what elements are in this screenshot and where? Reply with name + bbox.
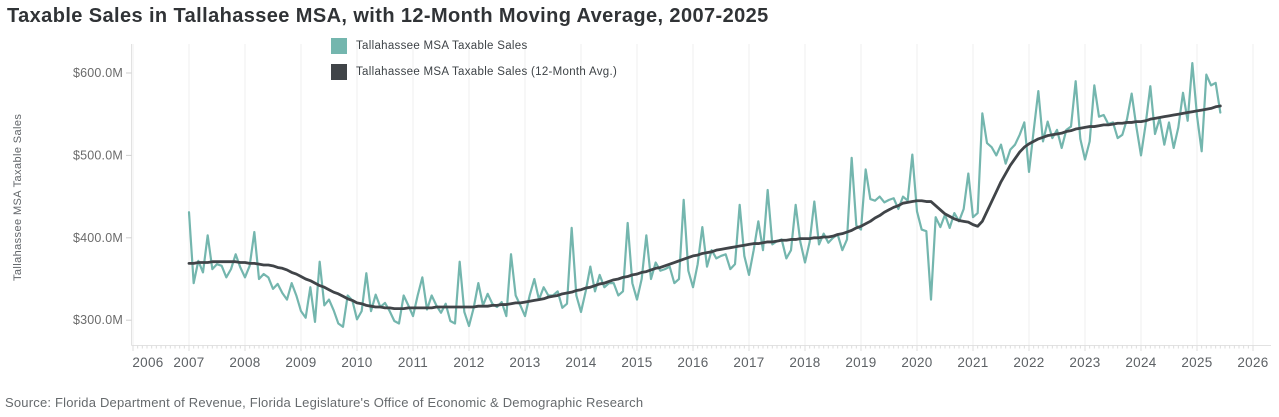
svg-text:$500.0M: $500.0M [73, 148, 123, 162]
y-axis-title: Tallahassee MSA Taxable Sales [12, 113, 24, 281]
svg-text:2009: 2009 [285, 355, 316, 370]
legend-label-sales: Tallahassee MSA Taxable Sales [356, 39, 528, 52]
svg-text:2007: 2007 [173, 355, 204, 370]
legend-item-sales: Tallahassee MSA Taxable Sales [331, 37, 617, 54]
svg-text:2024: 2024 [1125, 355, 1156, 370]
chart-title: Taxable Sales in Tallahassee MSA, with 1… [7, 5, 769, 27]
svg-text:2010: 2010 [341, 355, 372, 370]
svg-text:2006: 2006 [132, 355, 163, 370]
svg-text:2020: 2020 [901, 355, 932, 370]
svg-text:2019: 2019 [845, 355, 876, 370]
svg-text:2018: 2018 [789, 355, 820, 370]
svg-text:2023: 2023 [1069, 355, 1100, 370]
svg-text:2012: 2012 [453, 355, 484, 370]
legend: Tallahassee MSA Taxable Sales Tallahasse… [331, 37, 617, 80]
svg-text:$400.0M: $400.0M [73, 231, 123, 245]
legend-item-moving-avg: Tallahassee MSA Taxable Sales (12-Month … [331, 63, 617, 80]
svg-text:2008: 2008 [229, 355, 260, 370]
svg-text:2014: 2014 [565, 355, 596, 370]
svg-text:2022: 2022 [1013, 355, 1044, 370]
svg-text:2011: 2011 [398, 355, 428, 370]
svg-text:2017: 2017 [733, 355, 764, 370]
svg-text:2015: 2015 [621, 355, 652, 370]
svg-text:2016: 2016 [677, 355, 708, 370]
legend-label-moving-avg: Tallahassee MSA Taxable Sales (12-Month … [356, 65, 618, 78]
svg-text:$600.0M: $600.0M [73, 66, 123, 80]
svg-text:$300.0M: $300.0M [73, 313, 123, 327]
source-note: Source: Florida Department of Revenue, F… [5, 395, 644, 410]
svg-text:2013: 2013 [509, 355, 540, 370]
sales-series-swatch-icon [331, 37, 347, 54]
moving-avg-series-swatch-icon [331, 63, 347, 80]
svg-text:2025: 2025 [1181, 355, 1212, 370]
svg-text:2026: 2026 [1237, 355, 1268, 370]
svg-text:2021: 2021 [957, 355, 988, 370]
